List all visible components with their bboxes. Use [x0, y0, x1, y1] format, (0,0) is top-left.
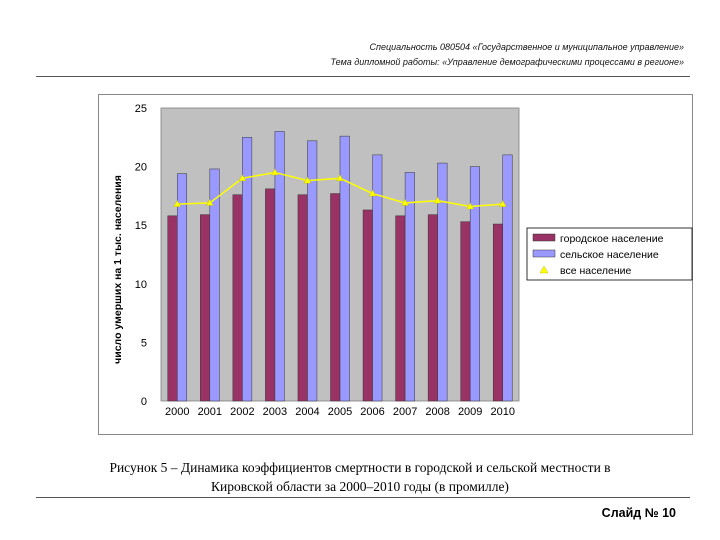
- legend-swatch-rural: [532, 249, 556, 258]
- bar-urban-2003: [265, 188, 276, 402]
- mortality-chart: 0 5 10 15 20 25 число умерших на 1 тыс. населе…: [112, 103, 693, 418]
- bar-urban-2002: [232, 194, 243, 402]
- bar-rural-2000: [177, 173, 188, 402]
- y-tick-label-20: 20: [135, 162, 147, 174]
- bar-urban-2007: [395, 215, 406, 402]
- x-tick-label-2003: 2003: [263, 406, 287, 418]
- bar-rural-2008: [437, 162, 448, 402]
- bar-rural-2010: [502, 154, 513, 402]
- header-thesis-topic: Тема дипломной работы: «Управление демог…: [330, 57, 684, 67]
- legend-marker-total: [539, 265, 549, 274]
- bar-rural-2006: [372, 154, 383, 402]
- caption-line-2: Кировской области за 2000–2010 годы (в п…: [211, 479, 509, 494]
- x-tick-label-2000: 2000: [165, 406, 189, 418]
- x-tick-label-2008: 2008: [425, 406, 449, 418]
- y-axis-title: число умерших на 1 тыс. населения: [112, 175, 124, 364]
- footer-divider: [36, 497, 690, 498]
- x-tick-label-2006: 2006: [360, 406, 384, 418]
- bar-rural-2002: [242, 137, 253, 402]
- x-tick-label-2004: 2004: [295, 406, 319, 418]
- point-total-2004: [303, 176, 312, 184]
- point-total-2002: [238, 174, 247, 182]
- bar-rural-2009: [469, 166, 480, 402]
- point-total-2005: [336, 174, 344, 182]
- y-tick-label-15: 15: [135, 220, 147, 232]
- bar-urban-2006: [362, 209, 373, 402]
- chart-frame: 0 5 10 15 20 25 число умерших на 1 тыс. населе…: [98, 94, 693, 435]
- figure-caption: Рисунок 5 – Динамика коэффициентов смерт…: [40, 458, 680, 496]
- bar-urban-2000: [167, 215, 178, 402]
- bar-rural-2007: [404, 172, 415, 402]
- bar-rural-2005: [339, 135, 350, 402]
- x-tick-label-2010: 2010: [490, 406, 514, 418]
- y-tick-label-25: 25: [135, 103, 147, 115]
- y-tick-label-0: 0: [141, 396, 147, 408]
- bar-urban-2001: [200, 214, 211, 402]
- legend-swatch-urban: [532, 233, 556, 242]
- point-total-2003: [271, 168, 279, 176]
- point-total-2008: [433, 196, 442, 204]
- x-tick-label-2001: 2001: [198, 406, 222, 418]
- bar-urban-2004: [297, 194, 308, 402]
- point-total-2006: [368, 189, 377, 197]
- x-tick-label-2005: 2005: [328, 406, 352, 418]
- point-total-2009: [466, 202, 475, 210]
- x-tick-label-2002: 2002: [230, 406, 254, 418]
- slide-number: Слайд № 10: [601, 506, 676, 520]
- y-tick-label-5: 5: [141, 337, 147, 349]
- point-total-2010: [498, 200, 507, 207]
- legend-label-urban: городское население: [560, 233, 664, 245]
- bar-urban-2005: [330, 193, 341, 402]
- header-specialty: Специальность 080504 «Государственное и …: [369, 42, 684, 52]
- bar-rural-2004: [307, 140, 318, 402]
- legend-label-rural: сельское население: [560, 249, 659, 261]
- point-total-2007: [401, 199, 409, 206]
- legend-label-total: все население: [560, 265, 631, 277]
- bar-rural-2003: [274, 131, 285, 402]
- y-tick-label-10: 10: [135, 279, 147, 291]
- x-tick-label-2007: 2007: [393, 406, 417, 418]
- caption-line-1: Рисунок 5 – Динамика коэффициентов смерт…: [109, 460, 611, 475]
- x-tick-label-2009: 2009: [458, 406, 482, 418]
- point-total-2001: [205, 199, 214, 206]
- bar-urban-2008: [427, 214, 438, 402]
- point-total-2000: [173, 200, 182, 207]
- bar-urban-2010: [492, 223, 503, 402]
- bar-rural-2001: [209, 168, 220, 402]
- header-divider: [36, 76, 690, 77]
- bar-urban-2009: [460, 221, 471, 402]
